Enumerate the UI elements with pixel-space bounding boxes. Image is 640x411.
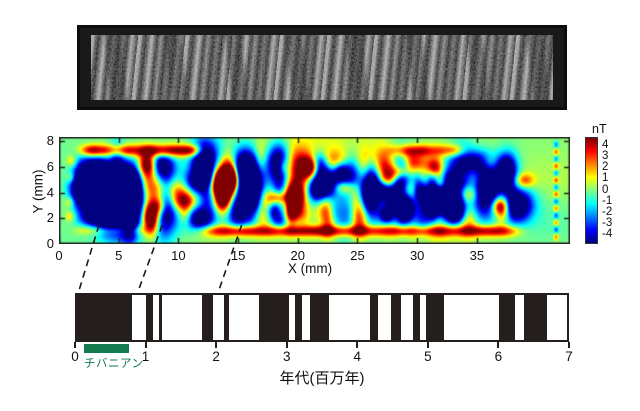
heatmap-x-tick-label: 5 — [115, 248, 123, 263]
age-axis-tick — [144, 342, 147, 348]
normal-polarity-bar — [146, 295, 153, 340]
heatmap-y-tick-label: 6 — [46, 158, 54, 174]
colorbar-tick-label: 4 — [602, 138, 609, 151]
normal-polarity-bar — [310, 295, 329, 340]
age-axis-label: 年代(百万年) — [279, 370, 365, 387]
age-tick-label: 0 — [71, 349, 79, 364]
normal-polarity-bar — [413, 295, 420, 340]
age-tick-label: 6 — [494, 349, 503, 364]
colorbar-tick-label: -4 — [602, 228, 613, 241]
normal-polarity-bar — [391, 295, 402, 340]
age-tick-label: 4 — [353, 349, 362, 364]
normal-polarity-bar — [259, 295, 290, 340]
heatmap-x-tick-label: 25 — [350, 248, 365, 263]
age-tick-label: 5 — [424, 349, 432, 364]
age-tick-label: 2 — [212, 349, 220, 364]
colorbar-tick-label: -2 — [602, 205, 613, 218]
heatmap-x-tick-label: 35 — [469, 248, 485, 263]
heatmap-y-tick-label: 2 — [46, 210, 54, 226]
age-axis-tick — [497, 342, 500, 348]
age-tick-label: 3 — [282, 349, 291, 364]
colorbar-unit-label: nT — [592, 122, 607, 136]
age-axis-tick — [356, 342, 359, 348]
colorbar-tick-label: -3 — [602, 216, 613, 229]
colorbar-tick-label: 1 — [602, 172, 609, 185]
heatmap-x-tick-label: 30 — [409, 248, 425, 263]
age-axis-tick — [426, 342, 429, 348]
heatmap-x-tick-label: 20 — [290, 248, 306, 263]
normal-polarity-bar — [224, 295, 229, 340]
age-axis-tick — [568, 342, 570, 348]
age-axis-tick — [285, 342, 288, 348]
normal-polarity-bar — [499, 295, 516, 340]
heatmap-x-tick-label: 0 — [55, 248, 63, 263]
colorbar-tick-label: -1 — [602, 194, 613, 207]
age-tick-label: 1 — [141, 349, 150, 364]
chibanian-label: チバニアン — [84, 358, 144, 370]
colorbar-tick-label: 2 — [602, 161, 609, 174]
heatmap-y-tick-label: 8 — [46, 133, 54, 149]
polarity-timescale-box — [75, 293, 569, 342]
heatmap-y-tick-label: 0 — [46, 236, 54, 251]
core-photo-grain-texture — [91, 35, 553, 100]
heatmap-x-axis-label: X (mm) — [287, 261, 333, 276]
core-sample-photo — [91, 35, 553, 100]
normal-polarity-bar — [426, 295, 444, 340]
age-tick-label: 7 — [565, 349, 573, 364]
chibanian-interval-bar — [84, 344, 130, 353]
core-sample-photo-frame — [77, 25, 567, 110]
age-axis-tick — [74, 342, 76, 348]
colorbar-tick-label: 3 — [602, 150, 609, 163]
colorbar-tick-label: 0 — [602, 183, 609, 196]
age-axis-tick — [215, 342, 218, 348]
heatmap-x-tick-label: 10 — [171, 248, 186, 263]
heatmap-y-tick-label: 4 — [46, 184, 54, 200]
normal-polarity-bar — [77, 295, 132, 340]
heatmap-x-tick-label: 15 — [230, 248, 246, 263]
normal-polarity-bar — [370, 295, 378, 340]
normal-polarity-bar — [158, 295, 163, 340]
normal-polarity-bar — [294, 295, 303, 340]
normal-polarity-bar — [524, 295, 547, 340]
colorbar — [585, 137, 598, 244]
magnetic-field-heatmap — [59, 137, 570, 244]
normal-polarity-bar — [201, 295, 214, 340]
